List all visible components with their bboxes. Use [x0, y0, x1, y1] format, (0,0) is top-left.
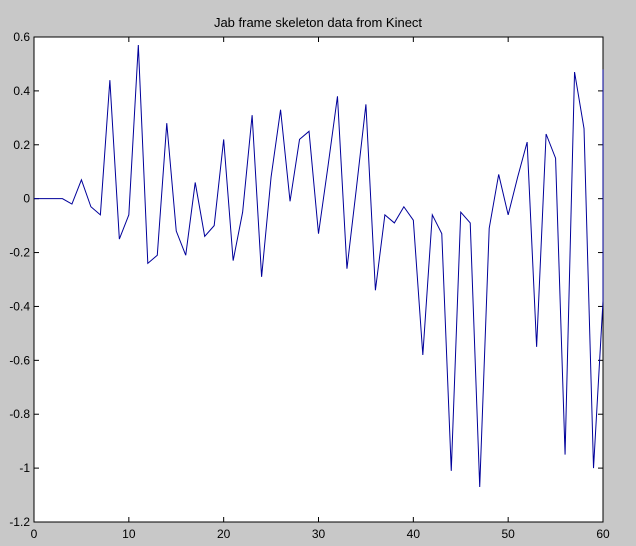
x-tick-label: 60: [596, 527, 610, 541]
y-tick-labels: -1.2 -1 -0.8 -0.6 -0.4 -0.2 0 0.2 0.4 0.6: [9, 30, 30, 529]
y-tick-label: -0.6: [9, 353, 30, 367]
x-tick-label: 40: [407, 527, 421, 541]
plot-area: [33, 36, 604, 523]
x-tick-label: 10: [122, 527, 136, 541]
y-tick-label: -1: [19, 461, 30, 475]
x-tick-label: 20: [217, 527, 231, 541]
y-tick-label: 0: [23, 192, 30, 206]
x-tick-label: 50: [501, 527, 515, 541]
x-tick-label: 0: [31, 527, 38, 541]
x-tick-labels: 0 10 20 30 40 50 60: [31, 527, 610, 541]
y-tick-label: -1.2: [9, 515, 30, 529]
y-tick-label: -0.8: [9, 407, 30, 421]
y-tick-label: -0.2: [9, 246, 30, 260]
chart-title: Jab frame skeleton data from Kinect: [214, 15, 422, 30]
x-tick-label: 30: [312, 527, 326, 541]
y-tick-label: 0.2: [13, 138, 30, 152]
series-line: [34, 45, 604, 487]
y-tick-label: 0.4: [13, 84, 30, 98]
y-tick-label: 0.6: [13, 30, 30, 44]
axis-ticks: [33, 36, 604, 523]
y-tick-label: -0.4: [9, 299, 30, 313]
